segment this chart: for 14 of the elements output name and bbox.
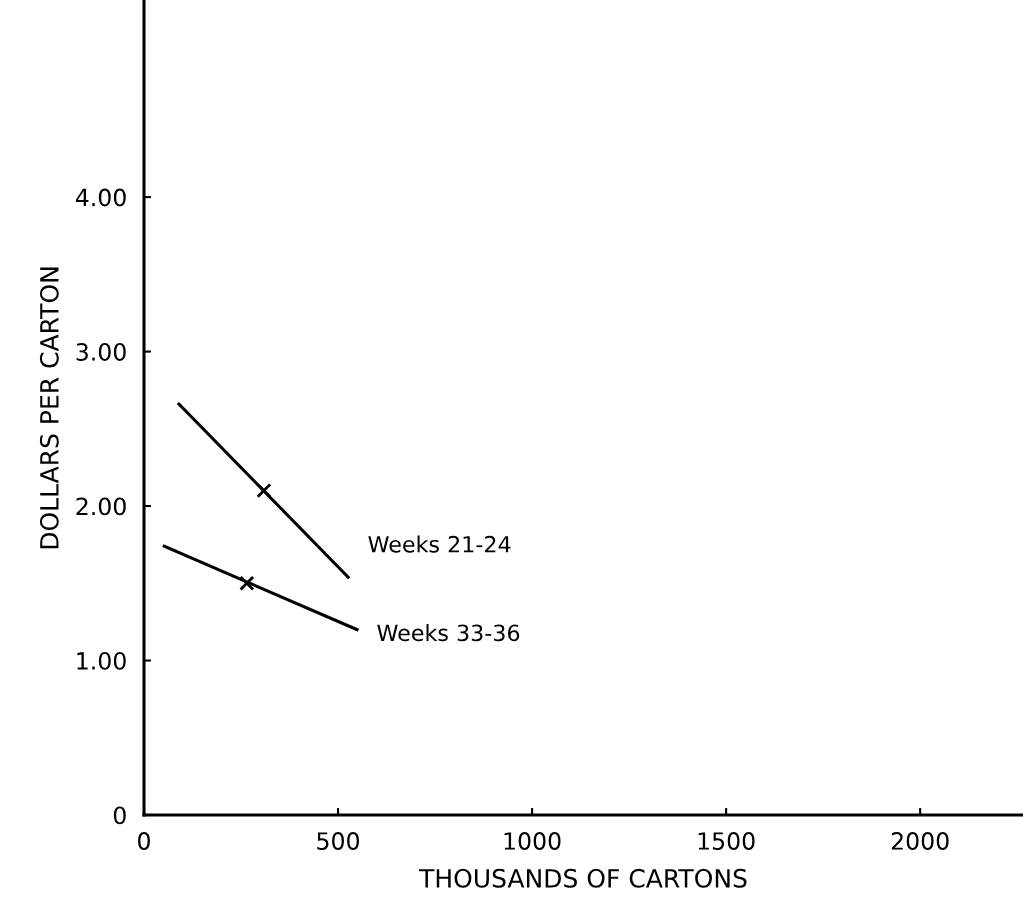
y-axis-title: DOLLARS PER CARTON — [39, 267, 59, 549]
y-tick-label: 1.00 — [77, 651, 126, 670]
y-tick-label: 0 — [113, 806, 126, 825]
x-tick-label: 1500 — [698, 832, 755, 850]
x-tick-label: 0 — [138, 832, 150, 850]
y-tick-label: 2.00 — [76, 497, 126, 516]
x-tick-label: 1000 — [504, 832, 561, 850]
x-axis-title: THOUSANDS OF CARTONS — [418, 868, 747, 888]
series-label: Weeks 33-36 — [377, 624, 520, 642]
x-tick-label: 2000 — [891, 832, 949, 850]
x-tick-label: 500 — [317, 832, 359, 850]
y-tick-label: 3.00 — [76, 343, 126, 361]
y-tick-label: 4.00 — [75, 188, 126, 207]
series-label: Weeks 21-24 — [368, 535, 511, 553]
